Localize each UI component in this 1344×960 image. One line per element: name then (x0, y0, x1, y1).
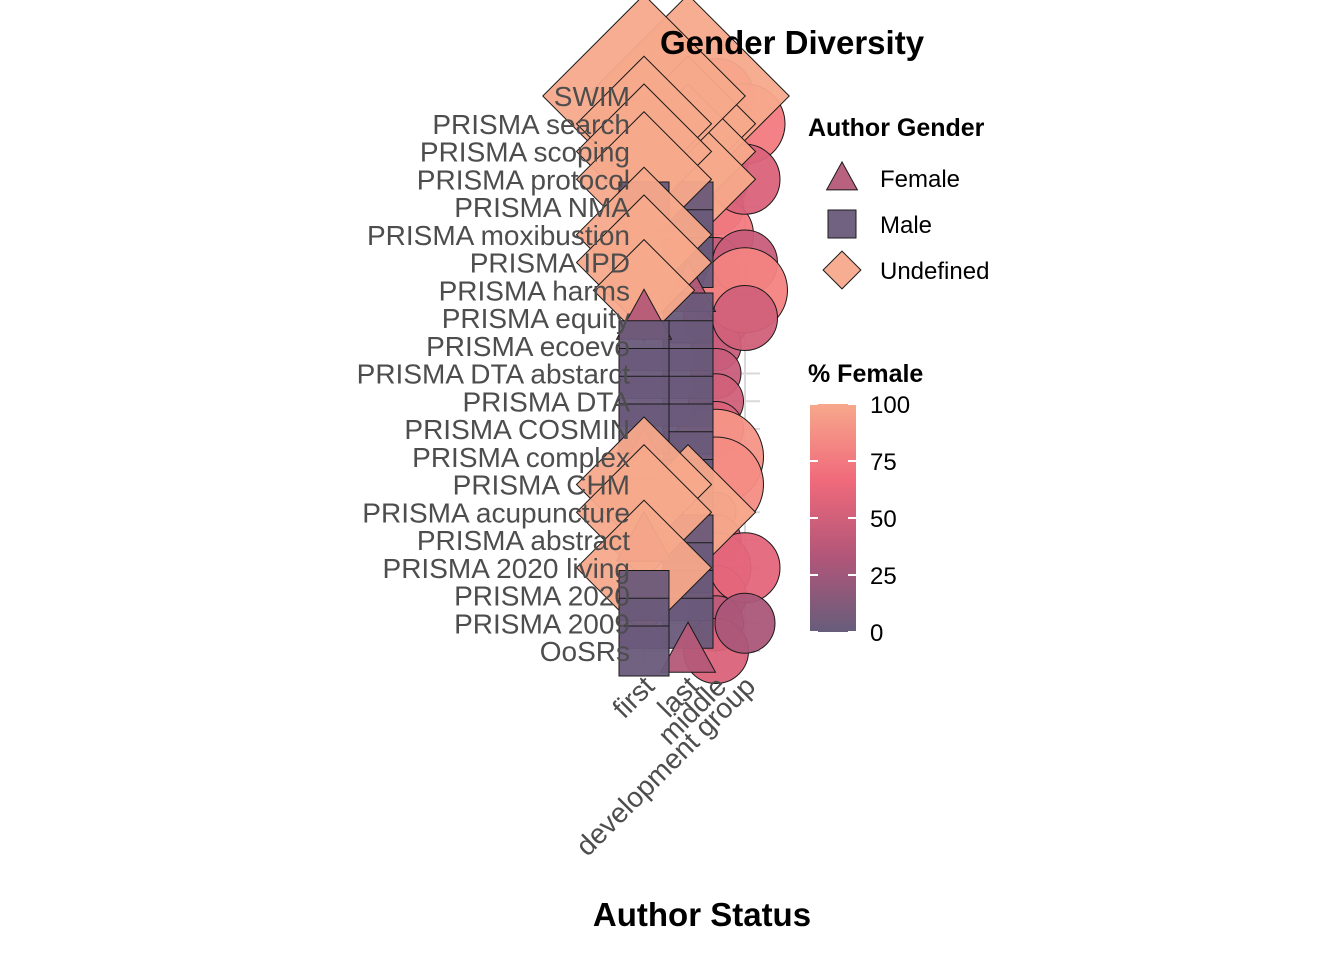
y-tick-label: PRISMA search (432, 109, 630, 140)
y-tick-label: PRISMA moxibustion (367, 220, 630, 251)
first-author-marks (542, 0, 746, 677)
color-bar-tick-label: 75 (870, 449, 897, 476)
y-tick-label: PRISMA equity (442, 303, 630, 334)
data-point (618, 625, 670, 677)
y-tick-label: PRISMA 2020 (454, 581, 630, 612)
data-point (714, 592, 776, 654)
color-bar-tick-label: 0 (870, 620, 883, 647)
y-tick-label: PRISMA IPD (470, 248, 630, 279)
y-tick-label: PRISMA scoping (420, 137, 630, 168)
legend-label: Undefined (880, 258, 989, 285)
y-tick-label: OoSRs (540, 636, 630, 667)
y-tick-label: PRISMA harms (439, 275, 630, 306)
y-tick-label: PRISMA protocol (417, 164, 630, 195)
x-tick-label: first (606, 670, 660, 724)
y-tick-label: PRISMA acupuncture (362, 497, 630, 528)
chart-title: Gender Diversity (660, 24, 925, 61)
y-tick-label: PRISMA 2009 (454, 608, 630, 639)
color-bar-tick-label: 25 (870, 563, 897, 590)
y-tick-label: PRISMA CHM (453, 470, 630, 501)
y-tick-label: PRISMA abstract (417, 525, 630, 556)
color-bar-tick-label: 50 (870, 506, 897, 533)
shape-legend: Author Gender Female Male Undefined (808, 114, 989, 290)
y-tick-label: PRISMA DTA (462, 386, 630, 417)
x-axis-title: Author Status (593, 896, 811, 933)
y-tick-label: PRISMA 2020 living (383, 553, 630, 584)
shape-legend-title: Author Gender (808, 114, 985, 142)
legend-label: Male (880, 212, 932, 239)
y-tick-label: PRISMA COSMIN (404, 414, 630, 445)
color-legend-title: % Female (808, 360, 923, 388)
color-bar-tick-label: 100 (870, 392, 910, 419)
color-legend: % Female 0 25 50 75 100 (808, 360, 923, 647)
legend-key-undefined-icon (822, 250, 862, 290)
y-tick-label: PRISMA complex (412, 442, 630, 473)
y-tick-label: PRISMA DTA abstarct (357, 359, 631, 390)
y-tick-label: PRISMA NMA (454, 192, 630, 223)
y-tick-label: SWIM (554, 81, 630, 112)
data-point (712, 285, 778, 351)
y-tick-label: PRISMA ecoevo (426, 331, 630, 362)
legend-key-male-icon (827, 209, 857, 239)
legend-label: Female (880, 166, 960, 193)
data-point (659, 621, 717, 673)
legend-key-female-icon (825, 160, 859, 191)
